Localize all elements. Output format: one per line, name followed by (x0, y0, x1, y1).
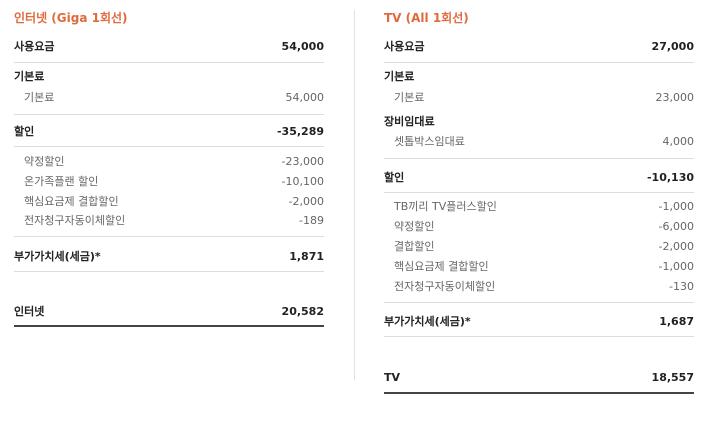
item-value: -23,000 (281, 155, 324, 168)
discount-value: -10,130 (646, 171, 694, 184)
tv-discount-row: 할인 -10,130 (384, 170, 694, 186)
item-value: -1,000 (658, 200, 694, 213)
tv-total-row: TV 18,557 (384, 370, 694, 386)
usage-value: 54,000 (281, 40, 324, 53)
discount-label: 할인 (384, 171, 405, 184)
item-value: -2,000 (288, 195, 324, 208)
vat-value: 1,687 (659, 315, 694, 328)
column-divider (354, 10, 355, 380)
tv-usage-row: 사용요금 27,000 (384, 39, 694, 55)
vat-label: 부가가치세(세금)* (14, 250, 101, 263)
tv-basic-header: 기본료 (384, 69, 694, 85)
item-label: 약정할인 (24, 155, 65, 168)
rental-header: 장비임대료 (384, 115, 435, 128)
separator-line (14, 146, 324, 147)
item-label: 기본료 (24, 91, 55, 104)
separator-line (384, 192, 694, 193)
separator-line (14, 271, 324, 272)
tv-rental-item: 셋톱박스임대료 4,000 (384, 134, 694, 150)
separator-line (384, 302, 694, 303)
discount-value: -35,289 (276, 125, 324, 138)
item-label: 온가족플랜 할인 (24, 175, 99, 188)
item-label: 결합할인 (394, 240, 435, 253)
item-value: -130 (669, 280, 694, 293)
item-label: 기본료 (394, 91, 425, 104)
internet-discount-item: 전자청구자동이체할인 -189 (14, 213, 324, 229)
vat-value: 1,871 (289, 250, 324, 263)
total-label: 인터넷 (14, 305, 45, 318)
internet-usage-row: 사용요금 54,000 (14, 39, 324, 55)
discount-label: 할인 (14, 125, 35, 138)
separator-line (14, 236, 324, 237)
internet-discount-item: 핵심요금제 결합할인 -2,000 (14, 194, 324, 210)
separator-line (384, 336, 694, 337)
basic-fee-header: 기본료 (384, 70, 415, 83)
internet-discount-row: 할인 -35,289 (14, 124, 324, 140)
tv-rental-header: 장비임대료 (384, 114, 694, 130)
item-label: 약정할인 (394, 220, 435, 233)
total-label: TV (384, 371, 401, 384)
tv-discount-item: 핵심요금제 결합할인 -1,000 (384, 259, 694, 275)
internet-discount-item: 온가족플랜 할인 -10,100 (14, 174, 324, 190)
tv-discount-item: 결합할인 -2,000 (384, 239, 694, 255)
item-label: 전자청구자동이체할인 (24, 214, 126, 227)
total-underline (384, 392, 694, 394)
total-value: 20,582 (281, 305, 324, 318)
internet-total-row: 인터넷 20,582 (14, 304, 324, 320)
separator-line (384, 158, 694, 159)
item-value: -189 (299, 214, 324, 227)
item-value: -10,100 (281, 175, 324, 188)
basic-fee-header: 기본료 (14, 70, 45, 83)
item-label: TB끼리 TV플러스할인 (394, 200, 497, 213)
tv-vat-row: 부가가치세(세금)* 1,687 (384, 314, 694, 330)
item-label: 전자청구자동이체할인 (394, 280, 496, 293)
item-value: 4,000 (662, 135, 695, 148)
separator-line (14, 114, 324, 115)
tv-section-title: TV (All 1회선) (384, 11, 469, 25)
usage-label: 사용요금 (384, 40, 425, 53)
internet-section-title: 인터넷 (Giga 1회선) (14, 11, 128, 25)
internet-basic-header: 기본료 (14, 69, 324, 85)
vat-label: 부가가치세(세금)* (384, 315, 471, 328)
tv-discount-item: 전자청구자동이체할인 -130 (384, 279, 694, 295)
item-value: 23,000 (655, 91, 695, 104)
usage-label: 사용요금 (14, 40, 55, 53)
tv-basic-item: 기본료 23,000 (384, 90, 694, 106)
internet-vat-row: 부가가치세(세금)* 1,871 (14, 249, 324, 265)
item-value: -2,000 (658, 240, 694, 253)
item-value: -1,000 (658, 260, 694, 273)
item-label: 셋톱박스임대료 (394, 135, 465, 148)
usage-value: 27,000 (651, 40, 694, 53)
separator-line (384, 62, 694, 63)
internet-basic-item: 기본료 54,000 (14, 90, 324, 106)
item-value: 54,000 (285, 91, 325, 104)
internet-discount-item: 약정할인 -23,000 (14, 154, 324, 170)
separator-line (14, 62, 324, 63)
item-label: 핵심요금제 결합할인 (394, 260, 489, 273)
total-underline (14, 325, 324, 327)
total-value: 18,557 (651, 371, 694, 384)
tv-discount-item: TB끼리 TV플러스할인 -1,000 (384, 199, 694, 215)
item-value: -6,000 (658, 220, 694, 233)
tv-discount-item: 약정할인 -6,000 (384, 219, 694, 235)
item-label: 핵심요금제 결합할인 (24, 195, 119, 208)
